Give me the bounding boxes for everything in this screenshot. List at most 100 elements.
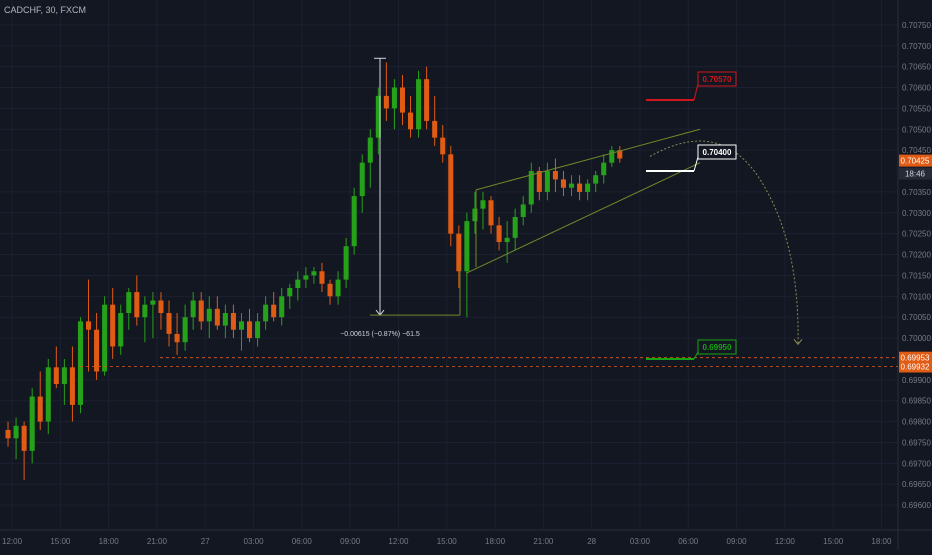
target-mid-leader xyxy=(693,156,699,172)
candle-body xyxy=(327,283,333,297)
candle-body xyxy=(480,200,486,209)
y-tick-label: 0.70150 xyxy=(902,271,931,280)
candle-body xyxy=(61,367,67,385)
candle-body xyxy=(569,183,575,188)
candle-body xyxy=(536,171,542,192)
candle-body xyxy=(222,313,228,326)
y-tick-label: 0.69900 xyxy=(902,376,931,385)
x-tick-label: 12:00 xyxy=(2,537,23,546)
x-tick-label: 18:00 xyxy=(485,537,506,546)
candle-body xyxy=(142,304,148,318)
y-tick-label: 0.70750 xyxy=(902,21,931,30)
candle-body xyxy=(158,300,164,314)
candle-body xyxy=(126,292,132,314)
candle-body xyxy=(359,162,365,197)
y-tick-label: 0.70350 xyxy=(902,188,931,197)
target-lower-label: 0.69950 xyxy=(703,343,732,352)
candle-body xyxy=(118,313,124,347)
candle-body xyxy=(86,321,92,330)
y-tick-label: 0.69600 xyxy=(902,501,931,510)
candle-body xyxy=(110,304,116,347)
candle-body xyxy=(552,171,558,180)
candle-body xyxy=(238,321,244,330)
candle-body xyxy=(77,321,83,405)
candle-body xyxy=(585,183,591,192)
y-tick-label: 0.70600 xyxy=(902,84,931,93)
candle-body xyxy=(182,317,188,343)
x-tick-label: 09:00 xyxy=(727,537,748,546)
measure-label: −0.00615 (−0.87%) −61.5 xyxy=(340,331,420,338)
target-upper-box[interactable] xyxy=(697,71,737,87)
price-label-box xyxy=(899,360,932,373)
candle-body xyxy=(488,200,494,226)
target-lower-leader xyxy=(693,351,699,360)
candle-body xyxy=(520,204,526,217)
candle-body xyxy=(263,304,269,322)
candle-body xyxy=(609,150,615,163)
target-lower-box[interactable] xyxy=(697,339,737,355)
candle-body xyxy=(230,313,236,330)
candle-body xyxy=(214,308,220,326)
y-tick-label: 0.69850 xyxy=(902,397,931,406)
candle-body xyxy=(375,95,381,138)
candle-body xyxy=(134,292,140,318)
candle-body xyxy=(544,171,550,192)
candle-body xyxy=(69,367,75,405)
candle-body xyxy=(295,279,301,288)
y-tick-label: 0.69750 xyxy=(902,438,931,447)
x-tick-label: 09:00 xyxy=(340,537,361,546)
candle-body xyxy=(383,95,389,109)
x-tick-label: 15:00 xyxy=(437,537,458,546)
candle-body xyxy=(150,300,156,305)
candle-body xyxy=(367,137,373,163)
candle-body xyxy=(504,237,510,243)
candle-body xyxy=(560,179,566,188)
candle-body xyxy=(45,367,51,422)
target-upper-label: 0.70570 xyxy=(703,75,732,84)
candle-body xyxy=(5,429,11,439)
candle-body xyxy=(593,175,599,184)
price-label-box xyxy=(899,154,932,167)
y-tick-label: 0.69800 xyxy=(902,418,931,427)
candle-body xyxy=(577,183,583,192)
symbol-title: CADCHF, 30, FXCM xyxy=(4,5,87,15)
candle-body xyxy=(287,287,293,297)
x-tick-label: 03:00 xyxy=(244,537,265,546)
y-tick-label: 0.70550 xyxy=(902,104,931,113)
y-tick-label: 0.70300 xyxy=(902,209,931,218)
y-tick-label: 0.70500 xyxy=(902,125,931,134)
candle-body xyxy=(440,137,446,155)
x-tick-label: 27 xyxy=(201,537,210,546)
target-mid-box[interactable] xyxy=(697,144,737,160)
candle-body xyxy=(37,396,43,422)
x-tick-label: 18:00 xyxy=(871,537,892,546)
x-tick-label: 28 xyxy=(587,537,596,546)
candle-body xyxy=(496,225,502,243)
y-tick-label: 0.70700 xyxy=(902,42,931,51)
candle-body xyxy=(617,150,623,159)
x-tick-label: 21:00 xyxy=(147,537,168,546)
candle-body xyxy=(432,120,438,138)
candle-body xyxy=(512,216,518,238)
y-tick-label: 0.70050 xyxy=(902,313,931,322)
y-tick-label: 0.70450 xyxy=(902,146,931,155)
candle-body xyxy=(247,321,253,339)
candle-body xyxy=(166,313,172,334)
candle-body xyxy=(472,208,478,222)
countdown-label: 18:46 xyxy=(905,170,926,179)
candle-body xyxy=(448,154,454,234)
candle-body xyxy=(319,271,325,284)
wedge-lower-line xyxy=(465,162,701,274)
candle-body xyxy=(351,196,357,247)
candle-body xyxy=(255,321,261,339)
x-tick-label: 15:00 xyxy=(823,537,844,546)
candle-body xyxy=(94,329,100,372)
y-tick-label: 0.70000 xyxy=(902,334,931,343)
y-tick-label: 0.70100 xyxy=(902,292,931,301)
candle-body xyxy=(456,233,462,272)
target-upper-leader xyxy=(693,83,699,101)
candle-body xyxy=(335,279,341,297)
x-tick-label: 21:00 xyxy=(533,537,554,546)
